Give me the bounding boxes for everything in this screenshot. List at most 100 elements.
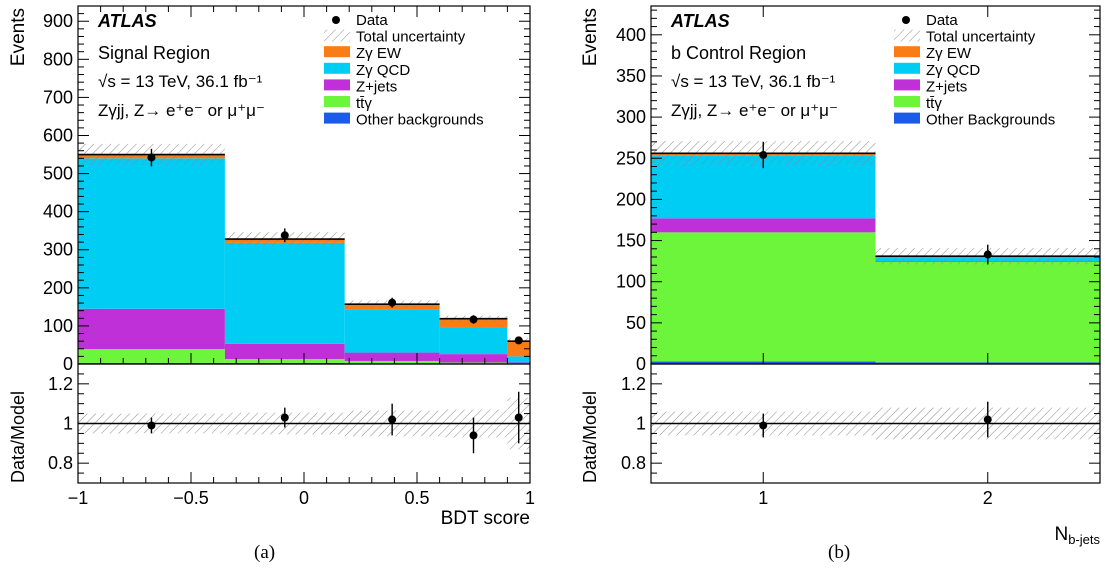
y-tick-label-b-4: 200 [616,189,646,209]
data-point-b-1 [759,151,767,159]
ratio-point-a-4 [470,431,478,439]
y-tick-label-a-7: 700 [43,87,73,107]
legend-b-zjets-label: Z+jets [926,78,967,95]
legend-a-zqcd-label: Zγ QCD [356,62,410,79]
legend-a-zjets-swatch [324,79,350,90]
stack-bar-a-zjets-bin4 [440,354,508,362]
data-point-a-3 [388,299,396,307]
y-tick-label-a-3: 300 [43,240,73,260]
data-point-a-2 [281,231,289,239]
x-tick-label-a-2: 0 [299,488,309,508]
stack-bar-a-zjets-bin5 [507,362,530,363]
region-label-b: b Control Region [671,43,806,63]
data-point-a-5 [515,336,523,344]
y-tick-label-a-8: 800 [43,49,73,69]
legend-b-otherbackgrounds-swatch [894,113,920,124]
legend-b-zew-label: Zγ EW [926,45,972,62]
y-axis-title-a: Events [8,8,29,66]
ratio-y-tick-label-b-0: 0.8 [621,453,646,473]
legend-a-zjets-label: Z+jets [356,78,397,95]
y-tick-label-b-2: 100 [616,272,646,292]
legend-a-totaluncertainty-label: Total uncertainty [356,29,466,46]
legend-a-zew-swatch [324,46,350,57]
stack-bar-a-zqcd-bin5 [507,356,530,362]
stack-bar-a-tt-bin1 [78,349,225,363]
legend-a-tt-swatch [324,96,350,107]
panel-caption-a: (a) [254,542,275,564]
stack-bar-b-tt-bin2 [876,262,1101,362]
ratio-point-b-1 [759,421,767,429]
x-tick-label-a-1: −0.5 [173,488,209,508]
ratio-point-a-1 [147,421,155,429]
y-tick-label-a-2: 200 [43,278,73,298]
legend-b-totaluncertainty-label: Total uncertainty [926,29,1036,46]
legend-b-zew-swatch [894,46,920,57]
stack-bar-a-tt-bin3 [345,361,440,363]
y-tick-label-b-1: 50 [626,313,646,333]
legend-b-totaluncertainty-swatch [894,30,920,42]
legend-b-tt-swatch [894,96,920,107]
ratio-y-tick-label-b-1: 1 [636,414,646,434]
data-point-a-1 [147,154,155,162]
x-tick-label-a-4: 1 [525,488,535,508]
y-tick-label-a-1: 100 [43,316,73,336]
x-axis-title-b: Nb-jets [1054,524,1100,547]
y-tick-label-a-9: 900 [43,11,73,31]
lumi-label-b: √s = 13 TeV, 36.1 fb⁻¹ [671,72,836,91]
y-tick-label-b-0: 0 [636,354,646,374]
legend-a-totaluncertainty-swatch [324,30,350,42]
legend-b-tt-label: tt̄γ [926,95,942,112]
ratio-y-tick-label-a-1: 1 [63,414,73,434]
y-tick-label-a-4: 400 [43,202,73,222]
atlas-label-a: ATLAS [97,11,157,31]
x-tick-label-b-1: 2 [983,488,993,508]
legend-b-zjets-swatch [894,79,920,90]
legend-a-tt-label: tt̄γ [356,95,372,112]
stack-bar-a-zjets-bin2 [225,344,345,359]
legend-b-otherbackgrounds-label: Other Backgrounds [926,112,1055,129]
legend-a-data-marker [332,16,340,24]
stack-bar-b-zjets-bin1 [651,218,876,232]
stack-bar-a-zjets-bin3 [345,353,440,361]
lumi-label-a: √s = 13 TeV, 36.1 fb⁻¹ [98,72,263,91]
legend-a-otherbackgrounds-label: Other backgrounds [356,112,484,129]
data-point-b-2 [984,251,992,259]
y-tick-label-a-5: 500 [43,164,73,184]
legend-b-zqcd-label: Zγ QCD [926,62,980,79]
y-tick-label-b-3: 150 [616,231,646,251]
ratio-y-axis-title-b: Data/Model [580,391,600,483]
legend-a-zqcd-swatch [324,63,350,74]
ratio-y-tick-label-a-0: 0.8 [48,453,73,473]
x-tick-label-a-3: 0.5 [404,488,429,508]
stack-bar-a-zqcd-bin4 [440,327,508,354]
ratio-y-tick-label-a-2: 1.2 [48,374,73,394]
panel-caption-b: (b) [828,542,850,564]
legend-b-zqcd-swatch [894,63,920,74]
stack-bar-a-zqcd-bin1 [78,158,225,308]
ratio-point-a-3 [388,416,396,424]
legend-b-data-marker [902,16,910,24]
x-tick-label-a-0: −1 [68,488,89,508]
ratio-point-a-2 [281,414,289,422]
x-axis-title-a: BDT score [441,508,530,529]
legend-a-zew-label: Zγ EW [356,45,402,62]
process-label-b: Zγjj, Z→ e⁺e⁻ or μ⁺μ⁻ [671,101,838,120]
stack-bar-a-zqcd-bin3 [345,310,440,353]
atlas-label-b: ATLAS [670,11,730,31]
y-axis-title-b: Events [580,8,601,66]
y-tick-label-a-6: 600 [43,125,73,145]
ratio-y-tick-label-b-2: 1.2 [621,374,646,394]
region-label-a: Signal Region [98,43,210,63]
legend-b-data-label: Data [926,12,958,29]
legend-a-data-label: Data [356,12,388,29]
stack-bar-a-zjets-bin1 [78,309,225,349]
legend-a-otherbackgrounds-swatch [324,113,350,124]
x-tick-label-b-0: 1 [758,488,768,508]
y-tick-label-b-6: 300 [616,107,646,127]
y-tick-label-b-7: 350 [616,66,646,86]
data-point-a-4 [470,315,478,323]
ratio-point-b-2 [984,416,992,424]
stack-bar-b-tt-bin1 [651,232,876,361]
